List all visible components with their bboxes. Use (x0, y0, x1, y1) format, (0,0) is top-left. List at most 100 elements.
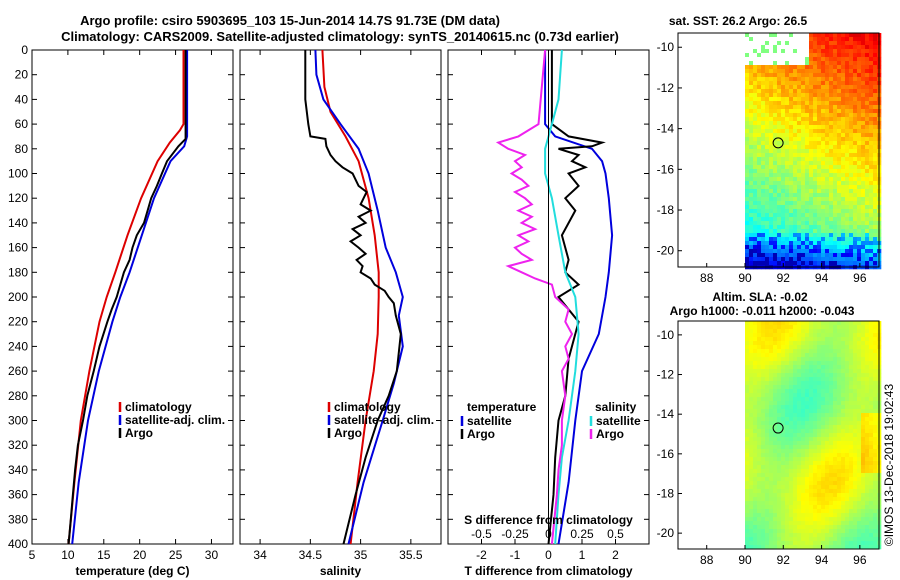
map-cell (809, 413, 814, 418)
map-y-tick-label: -16 (657, 447, 675, 461)
map-cell (829, 445, 834, 450)
map-cell (773, 205, 778, 210)
map-cell (801, 181, 806, 186)
map-cell (761, 73, 766, 78)
map-cell (749, 333, 754, 338)
map-cell (861, 69, 866, 74)
map-cell (789, 365, 794, 370)
map-cell (809, 173, 814, 178)
map-cell (797, 377, 802, 382)
map-cell (805, 513, 810, 518)
map-cell (797, 449, 802, 454)
map-cell (853, 101, 858, 106)
map-cell (777, 401, 782, 406)
map-cell (821, 169, 826, 174)
map-cell (841, 109, 846, 114)
map-cell (873, 121, 878, 126)
map-cell (757, 213, 762, 218)
map-cell (849, 477, 854, 482)
map-cell (753, 525, 758, 530)
map-cell (769, 229, 774, 234)
map-cell (861, 505, 866, 510)
map-cell (757, 245, 762, 250)
map-cell (789, 349, 794, 354)
map-cell (861, 529, 866, 534)
map-cell (829, 57, 834, 62)
map-cell (821, 501, 826, 506)
map-cell (805, 53, 810, 58)
map-cell (845, 413, 850, 418)
map-cell (833, 169, 838, 174)
map-cell (753, 517, 758, 522)
map-cell (797, 129, 802, 134)
map-cell (781, 185, 786, 190)
map-cell (873, 217, 878, 222)
map-cell (793, 113, 798, 118)
map-cell (793, 41, 798, 46)
map-cell (785, 517, 790, 522)
map-cell (793, 225, 798, 230)
map-cell (873, 93, 878, 98)
map-cell (753, 133, 758, 138)
map-cell (865, 85, 870, 90)
map-cell (857, 373, 862, 378)
map-cell (837, 205, 842, 210)
map-cell (849, 529, 854, 534)
map-cell (777, 545, 782, 550)
map-cell (809, 529, 814, 534)
map-cell (829, 477, 834, 482)
map-cell (793, 321, 798, 326)
map-cell (865, 489, 870, 494)
map-cell (793, 221, 798, 226)
map-cell (757, 345, 762, 350)
map-cell (853, 237, 858, 242)
legend-label: satellite-adj. clim. (334, 413, 434, 427)
map-cell (813, 205, 818, 210)
map-cell (781, 469, 786, 474)
map-cell (825, 105, 830, 110)
map-cell (745, 321, 750, 326)
map-cell (849, 329, 854, 334)
map-cell (845, 165, 850, 170)
map-cell (793, 325, 798, 330)
map-cell (785, 229, 790, 234)
map-cell (849, 441, 854, 446)
map-cell (869, 349, 874, 354)
legend-label: climatology (334, 400, 401, 414)
map-cell (857, 421, 862, 426)
map-cell (853, 525, 858, 530)
map-cell (857, 145, 862, 150)
map-cell (857, 197, 862, 202)
map-cell (773, 221, 778, 226)
map-cell (809, 325, 814, 330)
map-cell (829, 389, 834, 394)
map-cell (869, 381, 874, 386)
map-cell (749, 109, 754, 114)
map-cell (749, 421, 754, 426)
map-cell (841, 389, 846, 394)
map-cell (821, 529, 826, 534)
map-cell (841, 401, 846, 406)
map-cell (869, 413, 874, 418)
map-cell (853, 353, 858, 358)
map-cell (781, 485, 786, 490)
map-cell (757, 209, 762, 214)
map-cell (769, 529, 774, 534)
map-cell (873, 361, 878, 366)
map-cell (745, 229, 750, 234)
map-cell (869, 205, 874, 210)
map-cell (745, 73, 750, 78)
map-cell (837, 417, 842, 422)
map-cell (841, 541, 846, 546)
map-cell (825, 33, 830, 38)
map-cell (849, 237, 854, 242)
map-cell (853, 241, 858, 246)
map-cell (865, 433, 870, 438)
map-cell (841, 249, 846, 254)
map-cell (825, 249, 830, 254)
map-cell (789, 201, 794, 206)
map-cell (745, 429, 750, 434)
map-cell (801, 41, 806, 46)
map-cell (765, 421, 770, 426)
map-cell (813, 397, 818, 402)
